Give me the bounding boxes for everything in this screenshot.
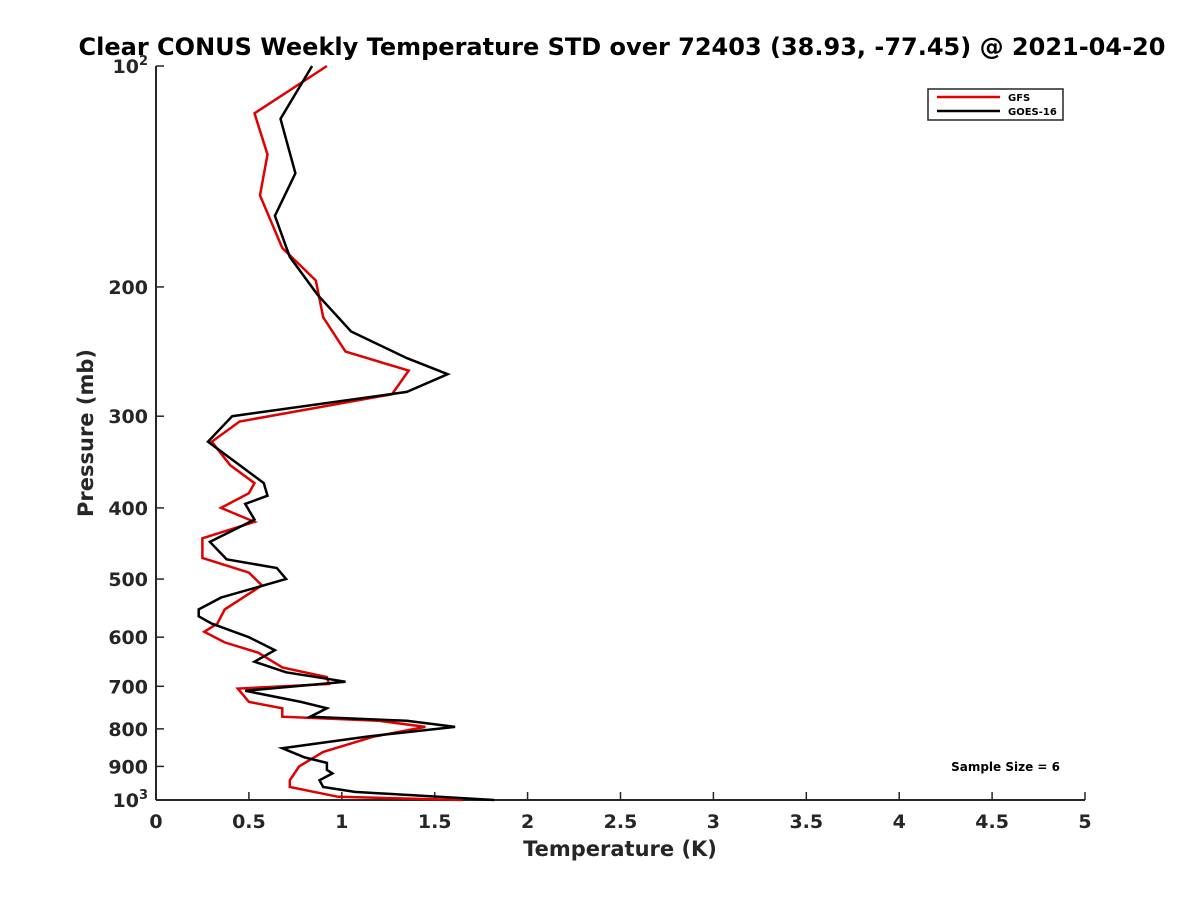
y-tick-label: 103 (113, 788, 149, 812)
legend-box (927, 88, 1064, 121)
y-tick-label: 300 (108, 406, 148, 428)
x-tick-label: 0.5 (232, 811, 266, 833)
legend: GFS GOES-16 (927, 88, 1064, 121)
x-axis-label: Temperature (K) (523, 837, 717, 861)
y-axis-ticks: 102 200 300 400 500 600 700 800 900 103 (108, 54, 164, 812)
x-tick-label: 5 (1078, 811, 1091, 833)
y-tick-label: 500 (108, 569, 148, 591)
y-tick-label: 102 (113, 54, 149, 78)
legend-label-gfs: GFS (1008, 93, 1030, 104)
x-tick-label: 3.5 (789, 811, 823, 833)
x-tick-label: 1.5 (418, 811, 452, 833)
y-tick-label: 200 (108, 277, 148, 299)
y-axis-label: Pressure (mb) (74, 349, 98, 517)
y-tick-label: 700 (108, 676, 148, 698)
x-tick-label: 4.5 (975, 811, 1009, 833)
x-tick-label: 1 (335, 811, 348, 833)
sample-size-annotation: Sample Size = 6 (951, 760, 1060, 774)
x-tick-label: 0 (149, 811, 162, 833)
chart-title: Clear CONUS Weekly Temperature STD over … (79, 33, 1166, 61)
legend-label-goes16: GOES-16 (1008, 107, 1057, 118)
x-tick-label: 3 (707, 811, 720, 833)
x-tick-label: 2 (521, 811, 534, 833)
y-tick-label: 900 (108, 756, 148, 778)
x-tick-label: 4 (893, 811, 906, 833)
y-tick-label: 600 (108, 627, 148, 649)
x-tick-label: 2.5 (604, 811, 638, 833)
series-line-goes16 (197, 65, 495, 802)
series-lines (197, 64, 495, 802)
series-line-gfs (201, 64, 463, 802)
y-tick-label: 400 (108, 498, 148, 520)
x-axis-ticks: 0 0.5 1 1.5 2 2.5 3 3.5 4 4.5 5 (149, 792, 1092, 833)
y-tick-label: 800 (108, 719, 148, 741)
